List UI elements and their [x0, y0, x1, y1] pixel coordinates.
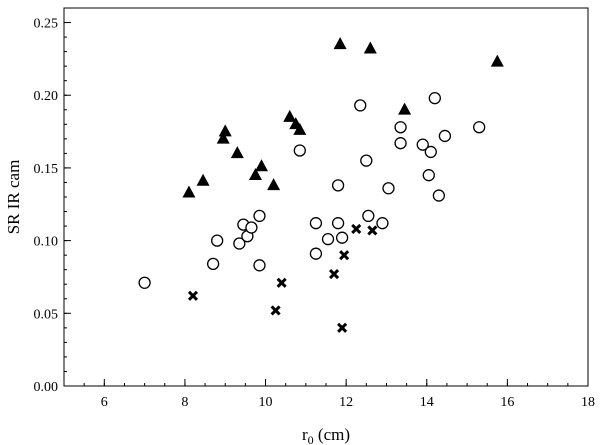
x-axis-title: r0 (cm) [302, 425, 350, 445]
circle-point [253, 259, 266, 272]
circle-point [362, 209, 375, 223]
triangle-point [255, 159, 269, 172]
circle-point [376, 217, 389, 230]
circle-point [438, 129, 452, 143]
circle-point [321, 233, 335, 246]
y-axis-ticks: 0.00 0.05 0.10 0.15 0.20 0.25 [34, 17, 71, 395]
circle-point [360, 154, 373, 167]
circle-point [422, 169, 435, 182]
x-tick-label: 16 [500, 395, 514, 410]
x-tick-label: 10 [259, 395, 273, 410]
triangle-point [267, 178, 281, 191]
x-point [329, 268, 340, 280]
x-point [187, 290, 199, 301]
x-point [339, 250, 350, 261]
triangle-point [293, 122, 307, 135]
x-point [367, 225, 378, 236]
y-axis-title: SR IR cam [4, 160, 23, 235]
circle-point [293, 144, 306, 157]
triangle-point [283, 109, 297, 122]
circle-point [335, 231, 349, 244]
x-tick-label: 18 [581, 395, 595, 410]
x-point [276, 277, 287, 288]
circle-point [424, 145, 437, 159]
y-tick-label: 0.10 [34, 235, 59, 250]
circle-point [309, 247, 323, 260]
triangle-point [196, 173, 210, 186]
x-point [337, 322, 348, 333]
y-tick-label: 0.00 [34, 380, 59, 395]
circle-point [331, 217, 345, 230]
x-axis-title-base: r [302, 425, 308, 444]
circle-point [309, 217, 323, 230]
circle-point [206, 257, 220, 271]
circle-point [394, 137, 407, 150]
data-points [138, 37, 504, 333]
circle-point [354, 99, 367, 112]
y-tick-label: 0.15 [34, 162, 59, 177]
x-tick-label: 12 [339, 395, 353, 410]
triangle-point [230, 146, 244, 159]
circle-point [331, 179, 345, 192]
circle-point [432, 189, 446, 202]
circle-point [428, 91, 441, 105]
x-point [270, 305, 281, 316]
circle-point [233, 237, 246, 250]
triangle-point [248, 167, 262, 180]
x-point [351, 223, 362, 235]
circle-point [138, 276, 151, 289]
triangle-point [216, 131, 230, 144]
x-axis-title-unit: (cm) [314, 425, 350, 444]
triangle-point [182, 185, 196, 198]
y-tick-label: 0.05 [34, 307, 59, 322]
x-axis-title-subscript: 0 [308, 433, 314, 445]
triangle-point [363, 41, 377, 54]
x-tick-label: 6 [101, 395, 108, 410]
triangle-point [398, 102, 412, 115]
triangle-point [490, 54, 504, 67]
x-axis-ticks: 6 8 10 12 14 16 18 [101, 379, 595, 410]
circle-point [211, 234, 224, 247]
circle-point [473, 121, 486, 134]
x-tick-label: 8 [181, 395, 188, 410]
y-tick-label: 0.20 [34, 89, 59, 104]
circle-point [394, 121, 407, 134]
plot-frame [63, 7, 589, 387]
circle-point [382, 182, 395, 195]
circle-point [416, 138, 429, 151]
triangle-point [333, 37, 347, 50]
circle-point [253, 209, 266, 223]
triangle-point [218, 124, 232, 137]
circle-point [245, 221, 258, 234]
y-tick-label: 0.25 [34, 17, 59, 32]
x-tick-label: 14 [420, 395, 434, 410]
